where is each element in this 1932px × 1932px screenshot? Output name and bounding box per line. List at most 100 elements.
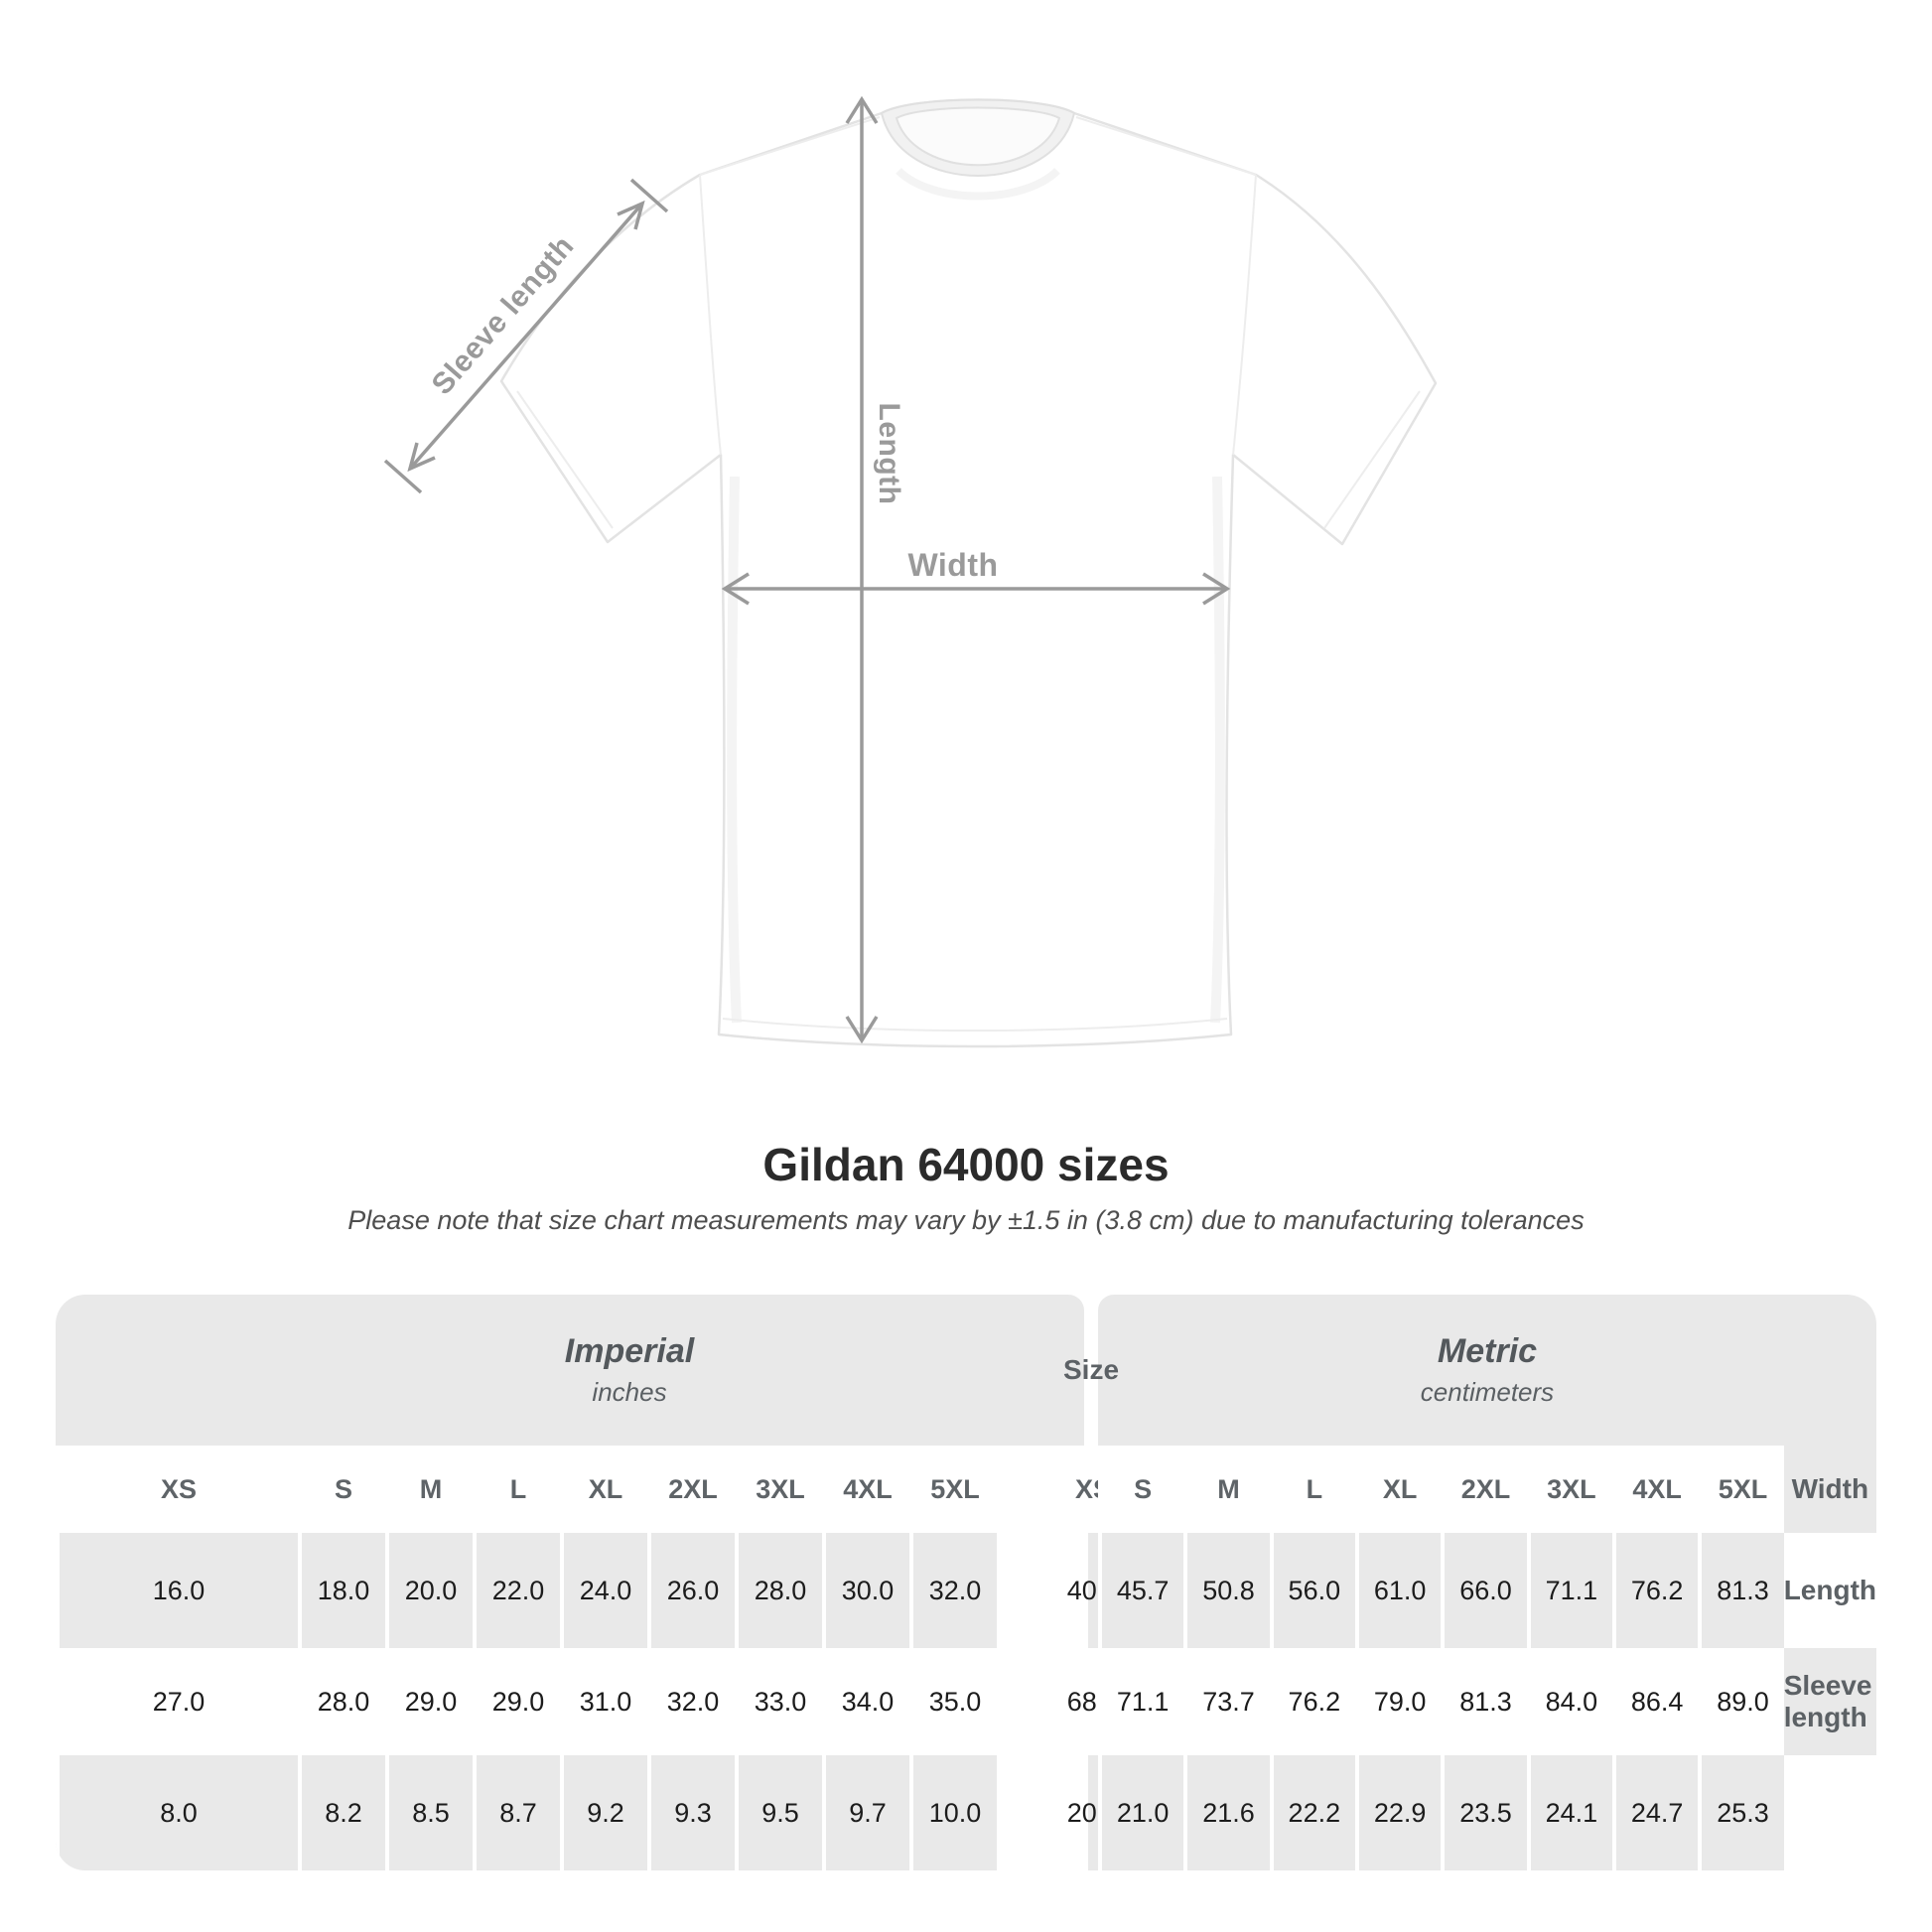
size-header-label: Size: [1063, 1295, 1119, 1446]
row-label-width: Width: [1783, 1446, 1876, 1533]
size-col-header: XL: [560, 1446, 647, 1533]
size-table: Imperial inches Metric centimeters Size …: [56, 1295, 1876, 1870]
sleeve-length-arrow: [383, 178, 669, 494]
row-label-length: Length: [1783, 1533, 1876, 1648]
page-title: Gildan 64000 sizes: [762, 1139, 1170, 1190]
size-col-header: 3XL: [1526, 1446, 1613, 1533]
table-cell: 24.7: [1612, 1755, 1699, 1870]
size-col-header: S: [298, 1446, 385, 1533]
table-cell: 29.0: [385, 1648, 473, 1755]
table-cell: 84.0: [1526, 1648, 1613, 1755]
table-cell: 20.3: [1067, 1755, 1119, 1870]
group-header-metric: Metric centimeters: [1098, 1295, 1876, 1446]
tshirt-seams: [516, 116, 1421, 1032]
table-cell: 71.1: [1098, 1648, 1184, 1755]
table-cell: 45.7: [1098, 1533, 1184, 1648]
table-cell: 71.1: [1526, 1533, 1613, 1648]
size-col-header: M: [385, 1446, 473, 1533]
table-cell: 35.0: [909, 1648, 997, 1755]
table-cell: 73.7: [1183, 1648, 1270, 1755]
table-cell: 31.0: [560, 1648, 647, 1755]
table-cell: 8.7: [473, 1755, 560, 1870]
table-cell: 24.0: [560, 1533, 647, 1648]
size-col-header: XS: [56, 1446, 298, 1533]
table-cell: 8.0: [56, 1755, 298, 1870]
metric-units: centimeters: [1420, 1377, 1555, 1407]
page-subtitle: Please note that size chart measurements…: [347, 1205, 1585, 1235]
table-cell: 40.6: [1067, 1533, 1119, 1648]
table-cell: 81.3: [1698, 1533, 1784, 1648]
size-col-header: 3XL: [735, 1446, 822, 1533]
table-cell: 28.0: [735, 1533, 822, 1648]
width-arrow: [721, 572, 1231, 606]
size-col-header: M: [1183, 1446, 1270, 1533]
table-cell: 24.1: [1526, 1755, 1613, 1870]
metric-title: Metric: [1437, 1332, 1538, 1370]
table-cell: 32.0: [647, 1648, 735, 1755]
group-header-imperial: Imperial inches: [56, 1295, 1084, 1446]
table-cell: 9.5: [735, 1755, 822, 1870]
table-cell: 89.0: [1698, 1648, 1784, 1755]
size-col-header: 2XL: [1441, 1446, 1527, 1533]
table-cell: 9.3: [647, 1755, 735, 1870]
table-cell: 86.4: [1612, 1648, 1699, 1755]
table-cell: 81.3: [1441, 1648, 1527, 1755]
tshirt-shading: [727, 167, 1225, 1024]
table-cell: 22.9: [1355, 1755, 1442, 1870]
row-label-sleeve-length: Sleeve length: [1783, 1648, 1876, 1755]
length-label: Length: [873, 402, 905, 505]
table-cell: 32.0: [909, 1533, 997, 1648]
table-cell: 50.8: [1183, 1533, 1270, 1648]
table-cell: 79.0: [1355, 1648, 1442, 1755]
table-cell: 66.0: [1441, 1533, 1527, 1648]
table-cell: 26.0: [647, 1533, 735, 1648]
size-col-header: XL: [1355, 1446, 1442, 1533]
table-cell: 21.0: [1098, 1755, 1184, 1870]
table-cell: 23.5: [1441, 1755, 1527, 1870]
table-cell: 9.7: [822, 1755, 909, 1870]
table-cell: 16.0: [56, 1533, 298, 1648]
size-col-header: L: [473, 1446, 560, 1533]
group-gap: [997, 1755, 1084, 1870]
size-col-header: 5XL: [909, 1446, 997, 1533]
length-arrow: [845, 95, 879, 1044]
table-cell: 27.0: [56, 1648, 298, 1755]
table-cell: 22.0: [473, 1533, 560, 1648]
table-cell: 22.2: [1269, 1755, 1355, 1870]
width-label: Width: [907, 547, 999, 583]
table-cell: 61.0: [1355, 1533, 1442, 1648]
table-cell: 76.2: [1612, 1533, 1699, 1648]
table-cell: 33.0: [735, 1648, 822, 1755]
imperial-units: inches: [592, 1377, 667, 1407]
table-cell: 56.0: [1269, 1533, 1355, 1648]
table-cell: 34.0: [822, 1648, 909, 1755]
table-cell: 30.0: [822, 1533, 909, 1648]
size-col-header: 4XL: [822, 1446, 909, 1533]
size-col-header: L: [1269, 1446, 1355, 1533]
tshirt-collar: [880, 98, 1076, 177]
group-gap: [997, 1446, 1084, 1533]
table-cell: 20.0: [385, 1533, 473, 1648]
table-cell: 76.2: [1269, 1648, 1355, 1755]
size-col-header: S: [1098, 1446, 1184, 1533]
table-cell: 8.5: [385, 1755, 473, 1870]
group-gap: [997, 1648, 1084, 1755]
table-cell: 25.3: [1698, 1755, 1784, 1870]
size-col-header: XS: [1075, 1446, 1111, 1533]
table-cell: 28.0: [298, 1648, 385, 1755]
table-cell: 68.6: [1067, 1648, 1119, 1755]
table-cell: 9.2: [560, 1755, 647, 1870]
table-cell: 18.0: [298, 1533, 385, 1648]
imperial-title: Imperial: [564, 1332, 695, 1370]
size-col-header: 5XL: [1698, 1446, 1784, 1533]
group-gap: [997, 1533, 1084, 1648]
tshirt-collar-inner: [897, 107, 1059, 166]
table-cell: 29.0: [473, 1648, 560, 1755]
table-cell: 8.2: [298, 1755, 385, 1870]
size-col-header: 4XL: [1612, 1446, 1699, 1533]
table-cell: 10.0: [909, 1755, 997, 1870]
table-cell: 21.6: [1183, 1755, 1270, 1870]
size-col-header: 2XL: [647, 1446, 735, 1533]
